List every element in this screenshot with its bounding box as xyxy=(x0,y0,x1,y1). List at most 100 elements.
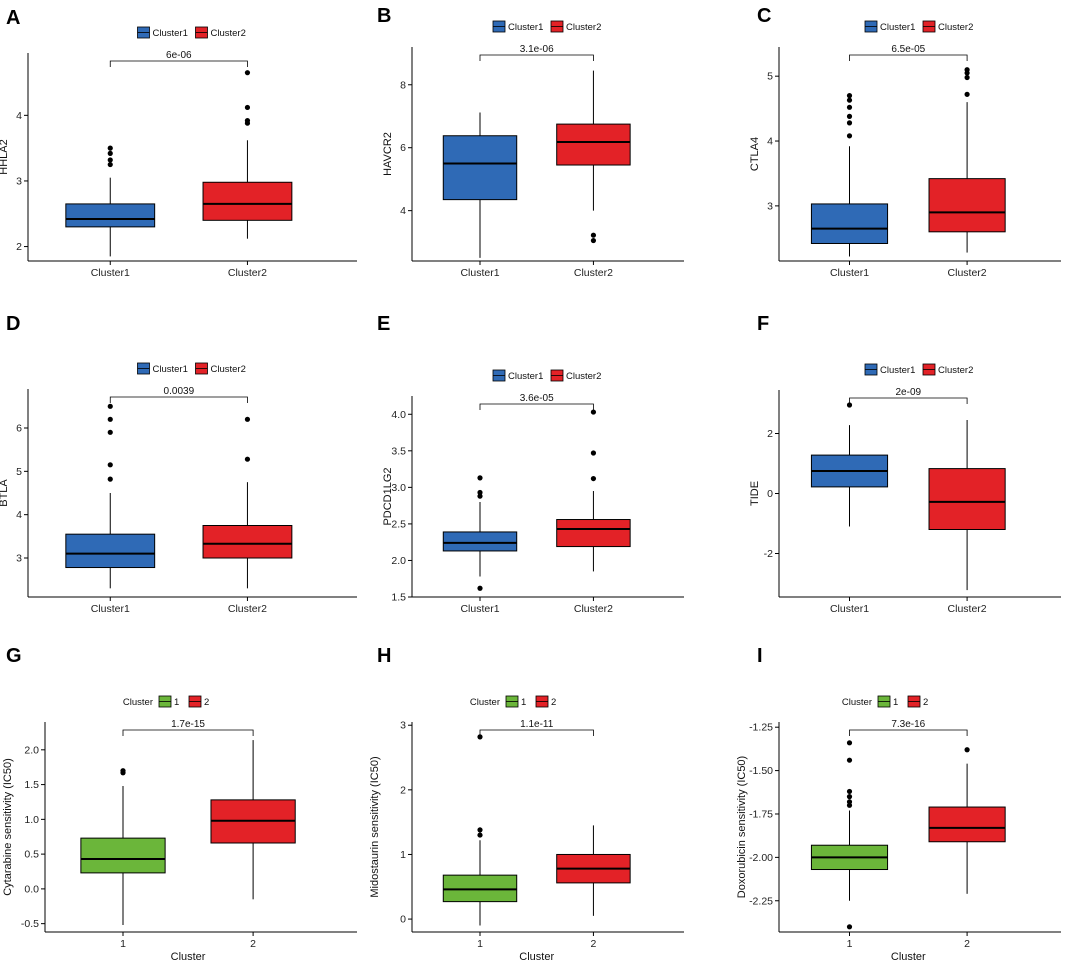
outlier-point xyxy=(846,799,853,805)
box-1 xyxy=(80,768,166,926)
legend-label-1: Cluster1 xyxy=(153,364,188,375)
panel-h: H Cluster 1 2 0 1 2 3 1 2 Midostaurin sensitivity … xyxy=(369,645,684,962)
legend: Cluster1 Cluster2 xyxy=(864,363,973,376)
bracket-line xyxy=(849,397,968,404)
outlier-point xyxy=(244,456,251,462)
box-2 xyxy=(928,747,1006,894)
y-tick-label: 6 xyxy=(400,142,406,154)
legend-label-1: 1 xyxy=(893,697,898,708)
box-body xyxy=(928,806,1006,843)
legend-label-1: Cluster1 xyxy=(508,371,543,382)
panel-a: A Cluster1 Cluster2 2 3 4 Cluster1 Cluster2 HHLA… xyxy=(0,7,357,279)
x-tick-label: Cluster1 xyxy=(91,603,130,615)
significance-bracket: 3.1e-06 xyxy=(479,44,594,61)
y-tick-label: 0.5 xyxy=(24,849,39,861)
legend-label-1: 1 xyxy=(521,697,526,708)
significance-bracket: 2e-09 xyxy=(849,387,968,404)
box-2 xyxy=(928,420,1006,591)
y-tick-label: -2.00 xyxy=(749,852,773,864)
outlier-point xyxy=(477,734,483,740)
panel-letter: C xyxy=(757,5,771,27)
outlier-point xyxy=(846,788,853,795)
outlier-point xyxy=(590,237,597,244)
box-1 xyxy=(65,145,156,257)
box-body xyxy=(202,525,293,559)
outlier-point xyxy=(846,740,853,746)
legend-label-2: Cluster2 xyxy=(938,365,973,376)
legend-label-2: Cluster2 xyxy=(566,371,601,382)
x-tick-label: 1 xyxy=(477,938,483,950)
panel-letter: G xyxy=(6,645,22,667)
outlier-point xyxy=(107,462,113,468)
y-tick-label: 3 xyxy=(16,175,22,187)
y-tick-label: 1 xyxy=(400,849,406,861)
outlier-point xyxy=(477,493,483,499)
box-body xyxy=(65,533,156,569)
outlier-point xyxy=(477,585,483,591)
y-axis-title: TIDE xyxy=(749,481,761,506)
panel-e: E Cluster1 Cluster2 1.5 2.0 2.5 3.0 3.5 4.0 Clust… xyxy=(377,313,684,615)
legend-label-1: Cluster1 xyxy=(153,28,188,39)
y-tick-label: 3.0 xyxy=(391,482,406,494)
y-tick-label: -0.5 xyxy=(21,918,39,930)
box-body xyxy=(202,181,293,221)
outlier-point xyxy=(590,475,597,482)
p-value-label: 6.5e-05 xyxy=(891,44,925,55)
significance-bracket: 1.7e-15 xyxy=(122,719,254,736)
legend-label-2: Cluster2 xyxy=(566,22,601,33)
x-tick-label: 1 xyxy=(120,938,126,950)
p-value-label: 1.1e-11 xyxy=(520,719,554,730)
x-tick-label: 2 xyxy=(964,938,970,950)
outlier-point xyxy=(846,97,853,103)
x-tick-label: Cluster1 xyxy=(460,267,499,279)
y-axis-title: HAVCR2 xyxy=(382,132,394,176)
y-tick-label: 2 xyxy=(400,784,406,796)
x-axis-title: Cluster xyxy=(171,951,206,962)
panel-letter: B xyxy=(377,5,391,27)
y-tick-label: 2.0 xyxy=(391,555,406,567)
legend: Cluster1 Cluster2 xyxy=(137,26,246,39)
outlier-point xyxy=(477,832,483,838)
y-axis-title: Cytarabine sensitivity (IC50) xyxy=(2,758,14,896)
y-tick-label: 3 xyxy=(16,553,22,565)
y-tick-label: -2.25 xyxy=(749,895,773,907)
legend-label-2: Cluster2 xyxy=(211,28,246,39)
y-tick-label: -1.75 xyxy=(749,808,773,820)
box-1 xyxy=(442,475,518,591)
outlier-point xyxy=(964,91,970,97)
y-axis-title: CTLA4 xyxy=(749,137,761,171)
bracket-line xyxy=(849,729,968,736)
panel-b: B Cluster1 Cluster2 4 6 8 Cluster1 Cluster2 HAVC… xyxy=(377,5,684,279)
panel-letter: F xyxy=(757,313,769,335)
legend-label-2: 2 xyxy=(551,697,556,708)
bracket-line xyxy=(479,729,594,736)
panel-g: G Cluster 1 2 -0.5 0.0 0.5 1.0 1.5 2.0 1 2 Cytarabin… xyxy=(2,645,357,962)
legend: Cluster 1 2 xyxy=(842,695,928,708)
outlier-point xyxy=(107,161,113,168)
y-tick-label: 3 xyxy=(767,200,773,212)
outlier-point xyxy=(107,145,113,151)
panel-i: I Cluster 1 2 -2.25 -2.00 -1.75 -1.50 -1.25 1 2 Dox… xyxy=(736,645,1061,962)
y-tick-label: 1.5 xyxy=(391,592,406,604)
panel-c: C Cluster1 Cluster2 3 4 5 Cluster1 Cluster2 CTLA… xyxy=(749,5,1061,279)
legend-label-1: 1 xyxy=(174,697,179,708)
y-tick-label: 2 xyxy=(16,241,22,253)
significance-bracket: 3.6e-05 xyxy=(479,393,594,410)
outlier-point xyxy=(107,157,113,163)
box-2 xyxy=(202,416,293,589)
y-tick-label: 1.5 xyxy=(24,779,39,791)
y-tick-label: 2.0 xyxy=(24,744,39,756)
panel-letter: H xyxy=(377,645,391,667)
y-tick-label: 5 xyxy=(16,466,22,478)
y-axis-title: HHLA2 xyxy=(0,139,10,174)
panel-letter: D xyxy=(6,313,20,335)
outlier-point xyxy=(846,757,853,763)
outlier-point xyxy=(846,402,853,408)
box-1 xyxy=(65,403,156,589)
bracket-line xyxy=(479,54,594,61)
box-1 xyxy=(810,402,889,527)
panel-letter: I xyxy=(757,645,763,667)
legend-label-1: Cluster1 xyxy=(880,22,915,33)
box-2 xyxy=(556,825,631,916)
legend-label-1: Cluster1 xyxy=(508,22,543,33)
